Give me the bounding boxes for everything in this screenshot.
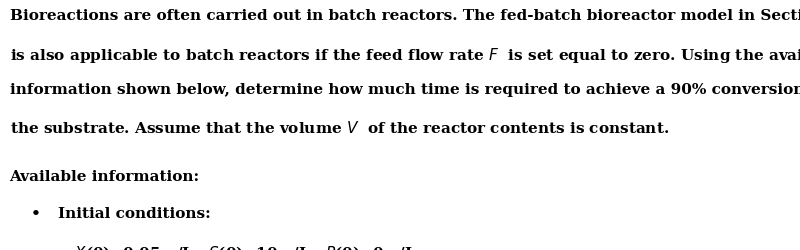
Text: Initial conditions:: Initial conditions: <box>58 206 210 220</box>
Text: is also applicable to batch reactors if the feed flow rate $\mathit{F}$  is set : is also applicable to batch reactors if … <box>10 46 800 65</box>
Text: Available information:: Available information: <box>10 169 200 183</box>
Text: •: • <box>30 206 40 220</box>
Text: the substrate. Assume that the volume $\mathit{V}$  of the reactor contents is c: the substrate. Assume that the volume $\… <box>10 120 669 136</box>
Text: information shown below, determine how much time is required to achieve a 90% co: information shown below, determine how m… <box>10 83 800 97</box>
Text: Bioreactions are often carried out in batch reactors. The fed-batch bioreactor m: Bioreactions are often carried out in ba… <box>10 9 800 23</box>
Text: $\mathit{X}$(0)=0.05 g/L,  $\mathit{S}$(0)=10 g/L,  $\mathit{P}$(0)=0 g/L: $\mathit{X}$(0)=0.05 g/L, $\mathit{S}$(0… <box>74 243 416 250</box>
